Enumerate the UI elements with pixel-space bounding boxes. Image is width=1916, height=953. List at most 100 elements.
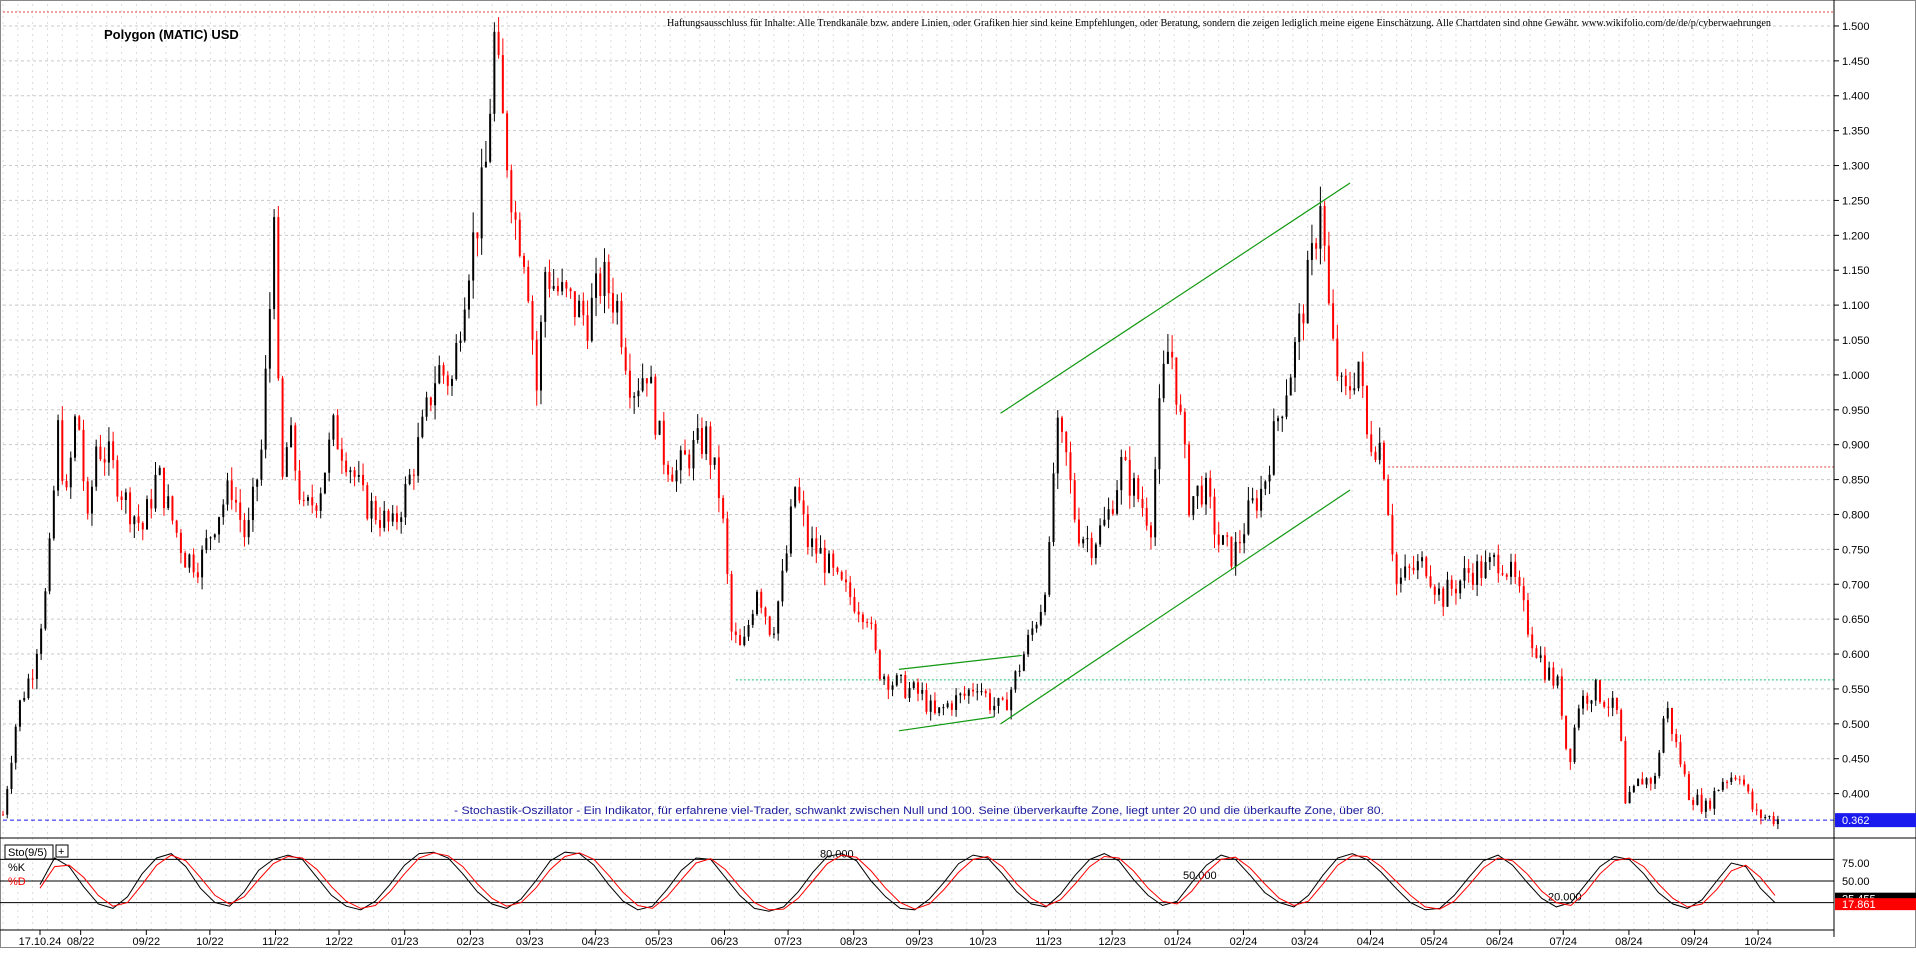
candle-body: [1747, 784, 1750, 792]
candle-body: [942, 707, 945, 709]
candle-body: [688, 454, 691, 469]
candle-body: [671, 474, 674, 482]
expand-icon[interactable]: [55, 844, 69, 858]
candle-body: [480, 167, 483, 239]
candle-body: [709, 426, 712, 465]
candle-body: [192, 554, 195, 573]
candle-body: [1166, 351, 1169, 364]
candle-body: [1370, 434, 1373, 452]
candle-body: [523, 255, 526, 267]
candle-body: [315, 505, 318, 511]
y-tick-label: 0.800: [1842, 509, 1870, 521]
candle-body: [1488, 557, 1491, 562]
d-value-badge: [1835, 898, 1916, 911]
candle-body: [1264, 481, 1267, 489]
candle-body: [548, 271, 551, 289]
candle-body: [1001, 698, 1004, 700]
candle-body: [1484, 561, 1487, 578]
candle-body: [887, 676, 890, 690]
candle-body: [1412, 567, 1415, 571]
candle-body: [357, 474, 360, 477]
candle-body: [1315, 243, 1318, 249]
candle-body: [1268, 474, 1271, 482]
candle-body: [103, 459, 106, 463]
candle-body: [1522, 586, 1525, 601]
candle-body: [1582, 695, 1585, 709]
candle-body: [976, 691, 979, 693]
candle-body: [929, 700, 932, 712]
candle-body: [734, 631, 737, 636]
candle-body: [1751, 791, 1754, 810]
candle-body: [1230, 536, 1233, 567]
candle-body: [243, 519, 246, 538]
candle-body: [1281, 416, 1284, 419]
candle-body: [52, 490, 55, 539]
candle-body: [2, 814, 4, 816]
candle-body: [1056, 417, 1059, 474]
candle-body: [1539, 655, 1542, 658]
candle-body: [298, 470, 301, 500]
candle-body: [205, 538, 208, 550]
x-tick-label: 04/24: [1357, 936, 1385, 948]
candle-body: [756, 591, 759, 615]
candle-body: [815, 538, 818, 554]
candle-body: [624, 347, 627, 371]
candle-body: [700, 428, 703, 454]
candle-body: [408, 474, 411, 485]
candle-body: [662, 420, 665, 465]
candle-body: [984, 691, 987, 694]
candle-body: [150, 499, 153, 509]
candle-body: [1755, 809, 1758, 811]
candle-body: [1027, 634, 1030, 655]
candle-body: [1069, 452, 1072, 481]
candle-body: [1704, 800, 1707, 812]
candle-body: [620, 300, 623, 348]
candle-body: [1116, 490, 1119, 514]
candle-body: [6, 789, 9, 815]
candle-body: [1607, 706, 1610, 708]
candle-body: [1154, 469, 1157, 538]
triangle-bottom: [898, 716, 995, 732]
candle-body: [739, 635, 742, 646]
candle-body: [1285, 395, 1288, 417]
candle-body: [823, 547, 826, 573]
candle-body: [743, 636, 746, 646]
candle-body: [510, 170, 513, 213]
candle-body: [645, 378, 648, 384]
candle-body: [1060, 417, 1063, 432]
candle-body: [1433, 586, 1436, 595]
x-tick-label: 08/24: [1615, 936, 1643, 948]
candle-body: [438, 365, 441, 384]
candle-body: [1094, 544, 1097, 559]
x-tick-label: 06/24: [1486, 936, 1514, 948]
candle-body: [391, 513, 394, 522]
candle-body: [404, 484, 407, 518]
candle-body: [1145, 508, 1148, 526]
candle-body: [1209, 477, 1212, 497]
y-tick-label: 1.100: [1842, 300, 1870, 312]
candle-body: [99, 446, 102, 460]
candle-body: [967, 689, 970, 696]
last-price-label: 0.362: [1842, 815, 1870, 827]
candle-body: [1679, 742, 1682, 765]
sto-axis-label: 75.00: [1842, 858, 1870, 870]
candle-body: [717, 457, 720, 499]
candle-body: [239, 502, 242, 520]
candle-body: [1293, 342, 1296, 378]
last-price-badge: [1835, 813, 1916, 828]
candle-body: [1683, 764, 1686, 775]
candle-body: [806, 514, 809, 548]
candle-body: [772, 633, 775, 635]
candle-body: [285, 447, 288, 477]
candle-body: [1272, 421, 1275, 475]
candle-body: [1649, 778, 1652, 784]
candle-body: [1162, 363, 1165, 399]
y-tick-label: 1.000: [1842, 370, 1870, 382]
candle-body: [31, 678, 34, 680]
candle-body: [781, 570, 784, 602]
candle-body: [395, 513, 398, 522]
candle-body: [44, 591, 47, 629]
candle-body: [472, 232, 475, 281]
candle-body: [260, 449, 263, 480]
